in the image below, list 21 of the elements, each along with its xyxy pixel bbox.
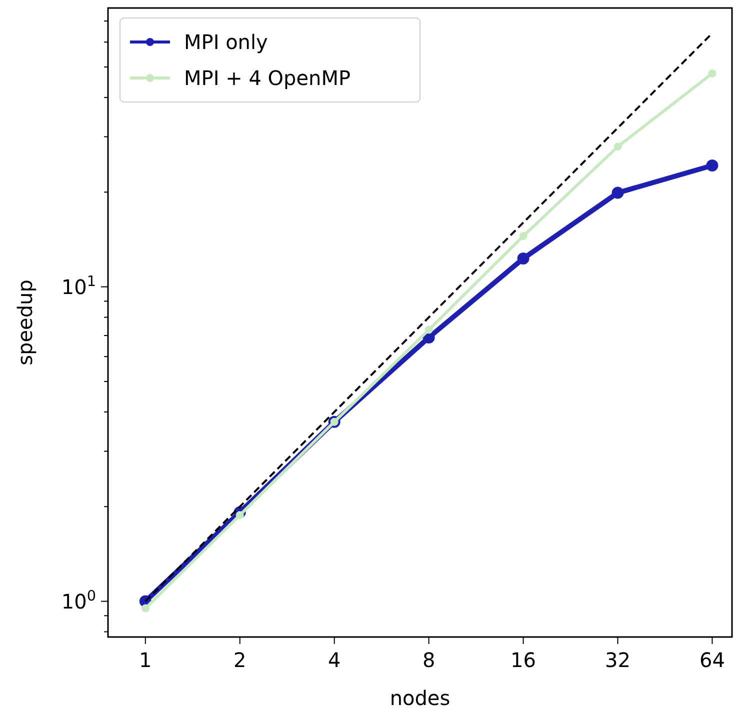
legend-label: MPI + 4 OpenMP: [184, 66, 351, 90]
x-tick-label: 1: [139, 648, 152, 672]
x-tick-label: 8: [422, 648, 436, 672]
point: [141, 604, 150, 612]
point: [614, 142, 622, 151]
point: [519, 232, 528, 240]
x-tick-label: 32: [605, 648, 630, 672]
y-axis-title: speedup: [13, 280, 37, 366]
legend-label: MPI only: [184, 30, 268, 54]
x-axis-title: nodes: [390, 686, 450, 710]
point: [708, 69, 716, 78]
y-tick-label: 10$^{0}$: [61, 588, 96, 614]
point: [612, 186, 624, 199]
x-tick-label: 16: [510, 648, 536, 672]
point: [706, 160, 718, 172]
point: [424, 326, 433, 334]
x-tick-label: 2: [234, 648, 246, 672]
point: [517, 252, 530, 265]
x-tick-label: 64: [699, 648, 725, 672]
y-tick-label: 10$^{1}$: [61, 274, 96, 299]
x-tick-label: 4: [328, 648, 341, 672]
